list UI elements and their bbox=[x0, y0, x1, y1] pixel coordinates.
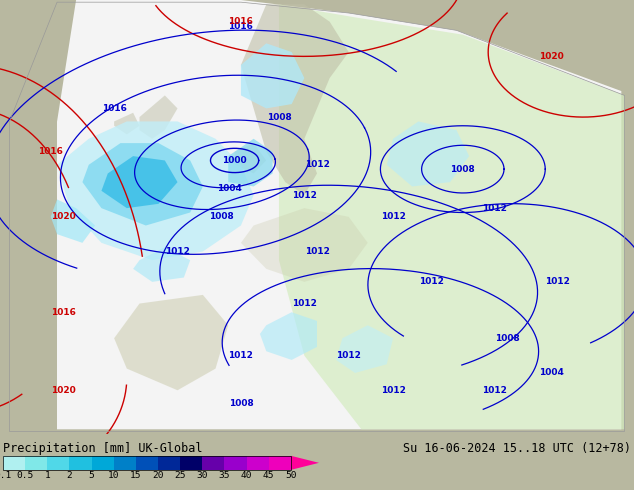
Polygon shape bbox=[101, 156, 178, 208]
Text: 5: 5 bbox=[89, 471, 94, 480]
Text: 1012: 1012 bbox=[165, 247, 190, 256]
Bar bbox=[91, 456, 113, 470]
Text: 1012: 1012 bbox=[304, 247, 330, 256]
Text: 0.1: 0.1 bbox=[0, 471, 11, 480]
Text: 25: 25 bbox=[174, 471, 186, 480]
Text: 0.5: 0.5 bbox=[16, 471, 34, 480]
Polygon shape bbox=[139, 96, 178, 139]
Polygon shape bbox=[0, 0, 76, 122]
Text: 1000: 1000 bbox=[223, 156, 247, 165]
Text: 1016: 1016 bbox=[38, 147, 63, 156]
Text: 1012: 1012 bbox=[418, 277, 444, 286]
Text: 1012: 1012 bbox=[545, 277, 571, 286]
Text: 1008: 1008 bbox=[450, 165, 476, 173]
Text: 1012: 1012 bbox=[380, 386, 406, 395]
Text: 1: 1 bbox=[44, 471, 50, 480]
Polygon shape bbox=[0, 122, 57, 434]
Text: 1012: 1012 bbox=[292, 191, 317, 199]
Bar bbox=[202, 456, 224, 470]
Bar bbox=[113, 456, 136, 470]
Polygon shape bbox=[114, 295, 228, 390]
Text: 1020: 1020 bbox=[51, 386, 76, 395]
Bar bbox=[70, 456, 91, 470]
Bar bbox=[224, 456, 247, 470]
Text: 1016: 1016 bbox=[228, 17, 254, 26]
Text: 1008: 1008 bbox=[209, 212, 235, 221]
Text: 1012: 1012 bbox=[304, 160, 330, 169]
Bar bbox=[48, 456, 70, 470]
Polygon shape bbox=[57, 122, 254, 260]
Bar bbox=[136, 456, 158, 470]
Polygon shape bbox=[387, 122, 469, 187]
Text: 45: 45 bbox=[263, 471, 275, 480]
Bar bbox=[25, 456, 48, 470]
Text: 10: 10 bbox=[108, 471, 119, 480]
Polygon shape bbox=[279, 4, 624, 429]
Text: 1012: 1012 bbox=[336, 351, 361, 360]
Text: 20: 20 bbox=[152, 471, 164, 480]
Polygon shape bbox=[114, 113, 139, 134]
Polygon shape bbox=[133, 247, 190, 282]
Polygon shape bbox=[13, 0, 621, 429]
Bar bbox=[3, 456, 25, 470]
Text: 1008: 1008 bbox=[266, 113, 292, 122]
Text: 15: 15 bbox=[130, 471, 141, 480]
Text: Precipitation [mm] UK-Global: Precipitation [mm] UK-Global bbox=[3, 441, 202, 455]
Text: 40: 40 bbox=[241, 471, 252, 480]
Text: 1012: 1012 bbox=[292, 299, 317, 308]
Polygon shape bbox=[241, 44, 304, 108]
Polygon shape bbox=[228, 139, 273, 187]
Text: 1020: 1020 bbox=[51, 212, 76, 221]
Polygon shape bbox=[235, 143, 266, 173]
Text: 2: 2 bbox=[67, 471, 72, 480]
Polygon shape bbox=[336, 325, 393, 373]
Text: 1016: 1016 bbox=[51, 308, 76, 317]
Bar bbox=[158, 456, 180, 470]
Bar bbox=[247, 456, 269, 470]
Text: 30: 30 bbox=[197, 471, 208, 480]
Text: 1004: 1004 bbox=[539, 368, 564, 377]
Text: 1012: 1012 bbox=[380, 212, 406, 221]
Text: 1012: 1012 bbox=[228, 351, 254, 360]
Bar bbox=[3, 456, 291, 470]
Bar bbox=[180, 456, 202, 470]
Text: 1008: 1008 bbox=[495, 334, 520, 343]
Text: 1008: 1008 bbox=[228, 399, 254, 408]
Text: 1016: 1016 bbox=[228, 22, 254, 30]
Text: 1004: 1004 bbox=[217, 184, 242, 193]
Text: Su 16-06-2024 15..18 UTC (12+78): Su 16-06-2024 15..18 UTC (12+78) bbox=[403, 441, 631, 455]
Polygon shape bbox=[291, 456, 319, 470]
Bar bbox=[269, 456, 291, 470]
Polygon shape bbox=[241, 208, 368, 282]
Text: 1012: 1012 bbox=[482, 204, 507, 213]
Polygon shape bbox=[241, 4, 349, 195]
Text: 1020: 1020 bbox=[539, 52, 564, 61]
Text: 50: 50 bbox=[285, 471, 297, 480]
Text: 1012: 1012 bbox=[482, 386, 507, 395]
Text: 1016: 1016 bbox=[101, 104, 127, 113]
Text: 35: 35 bbox=[219, 471, 230, 480]
Polygon shape bbox=[260, 312, 317, 360]
Polygon shape bbox=[82, 143, 203, 225]
Polygon shape bbox=[51, 199, 95, 243]
